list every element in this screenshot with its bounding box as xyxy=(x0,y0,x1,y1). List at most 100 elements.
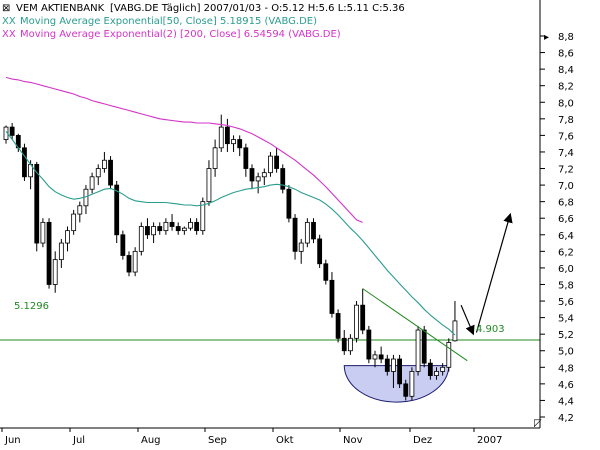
x-month-label: Aug xyxy=(141,435,161,446)
candle-body xyxy=(304,221,310,244)
y-tick-label: 8,2 xyxy=(558,82,574,93)
y-tick-label: 7,2 xyxy=(558,165,574,176)
y-tick-label: 4,6 xyxy=(558,380,574,391)
candle-body xyxy=(151,226,157,236)
candle-body xyxy=(65,230,70,244)
y-tick-label: 5,8 xyxy=(558,280,574,291)
candle-body xyxy=(169,221,175,227)
candle-body xyxy=(218,126,224,149)
candle-body xyxy=(360,304,366,331)
y-tick-label: 8,8 xyxy=(558,32,574,43)
candle-body xyxy=(200,201,206,232)
legend-ema200-marker[interactable]: XX xyxy=(2,29,16,40)
candle-body xyxy=(255,176,261,182)
candle-body xyxy=(347,337,353,352)
candle-body xyxy=(372,354,378,360)
ema50-line xyxy=(5,130,456,336)
candle-body xyxy=(335,313,341,339)
candle-body xyxy=(434,371,439,376)
legend-ema200-label: Moving Average Exponential(2) [200, Clos… xyxy=(20,29,341,40)
candle-body xyxy=(231,139,236,145)
candle-body xyxy=(95,168,101,178)
legend-ema50-marker[interactable]: XX xyxy=(2,16,16,27)
cup-pattern-shape xyxy=(343,365,450,403)
candle-body xyxy=(224,126,230,145)
candle-body xyxy=(22,147,27,178)
y-tick-label: 6,8 xyxy=(558,198,574,209)
y-axis-arrow-down-icon: ◸ xyxy=(534,418,542,429)
horizontal-line-label: 5.1296 xyxy=(14,301,49,312)
y-tick-label: 4,8 xyxy=(558,363,574,374)
candle-body xyxy=(421,329,427,364)
candle-body xyxy=(452,320,458,342)
candle-body xyxy=(132,250,138,273)
candle-body xyxy=(298,242,304,252)
trendline xyxy=(362,288,468,362)
y-tick-label: 6,2 xyxy=(558,247,574,258)
candle-body xyxy=(102,159,107,169)
candle-body xyxy=(188,221,193,229)
y-tick-label: 5,4 xyxy=(558,314,574,325)
legend-ema50-label: Moving Average Exponential[50, Close] 5.… xyxy=(20,16,317,27)
y-tick-label: 7,6 xyxy=(558,131,574,142)
candle-body xyxy=(415,329,421,372)
candle-body xyxy=(114,184,120,236)
candle-body xyxy=(366,329,372,360)
candle-body xyxy=(89,176,95,190)
x-month-label: Jul xyxy=(72,435,85,446)
candle-layer xyxy=(3,114,458,401)
candle-body xyxy=(237,139,243,149)
x-month-label: 2007 xyxy=(477,435,502,446)
ema200-line xyxy=(5,76,363,223)
y-tick-label: 5,0 xyxy=(558,347,574,358)
y-tick-label: 7,4 xyxy=(558,148,574,159)
y-tick-label: 4,2 xyxy=(558,413,574,424)
y-axis-arrow-up-icon: ▸ xyxy=(544,32,549,43)
candle-body xyxy=(9,126,15,136)
candle-body xyxy=(157,226,163,232)
candle-body xyxy=(194,221,200,232)
chart-title: VEM AKTIENBANK xyxy=(16,3,105,14)
y-tick-label: 8,0 xyxy=(558,98,574,109)
candle-body xyxy=(311,221,316,240)
candle-body xyxy=(71,213,77,232)
y-tick-label: 7,0 xyxy=(558,181,574,192)
y-tick-label: 6,4 xyxy=(558,231,574,242)
candle-body xyxy=(108,159,113,186)
overlay-layer xyxy=(0,339,540,403)
candle-body xyxy=(292,217,298,252)
y-tick-label: 8,4 xyxy=(558,65,574,76)
candle-body xyxy=(261,172,267,178)
candle-body xyxy=(52,259,58,285)
candle-body xyxy=(145,226,150,236)
candle-body xyxy=(341,337,347,352)
candle-body xyxy=(243,147,249,169)
candle-body xyxy=(268,155,273,174)
candle-body xyxy=(249,168,255,182)
chart-title-meta: [VABG.DE Täglich] 2007/01/03 - O:5.12 H:… xyxy=(110,3,405,14)
candle-body xyxy=(163,221,169,232)
candle-body xyxy=(126,255,132,273)
x-month-label: Sep xyxy=(208,435,227,446)
x-month-label: Okt xyxy=(276,435,294,446)
candle-body xyxy=(427,362,433,376)
candle-body xyxy=(384,358,390,372)
y-tick-label: 5,6 xyxy=(558,297,574,308)
candle-body xyxy=(274,155,280,169)
candle-body xyxy=(286,188,292,219)
candle-body xyxy=(181,227,187,232)
candle-body xyxy=(206,168,212,203)
y-tick-label: 6,0 xyxy=(558,264,574,275)
candle-body xyxy=(120,234,126,256)
candle-body xyxy=(397,358,403,385)
candle-body xyxy=(440,366,446,372)
candle-body xyxy=(46,221,52,285)
candle-body xyxy=(317,238,323,265)
candle-body xyxy=(403,383,409,397)
candle-body xyxy=(175,226,181,232)
x-month-label: Jun xyxy=(4,435,21,446)
candle-body xyxy=(34,163,40,244)
title-expand-icon[interactable]: ⊠ xyxy=(2,3,10,14)
